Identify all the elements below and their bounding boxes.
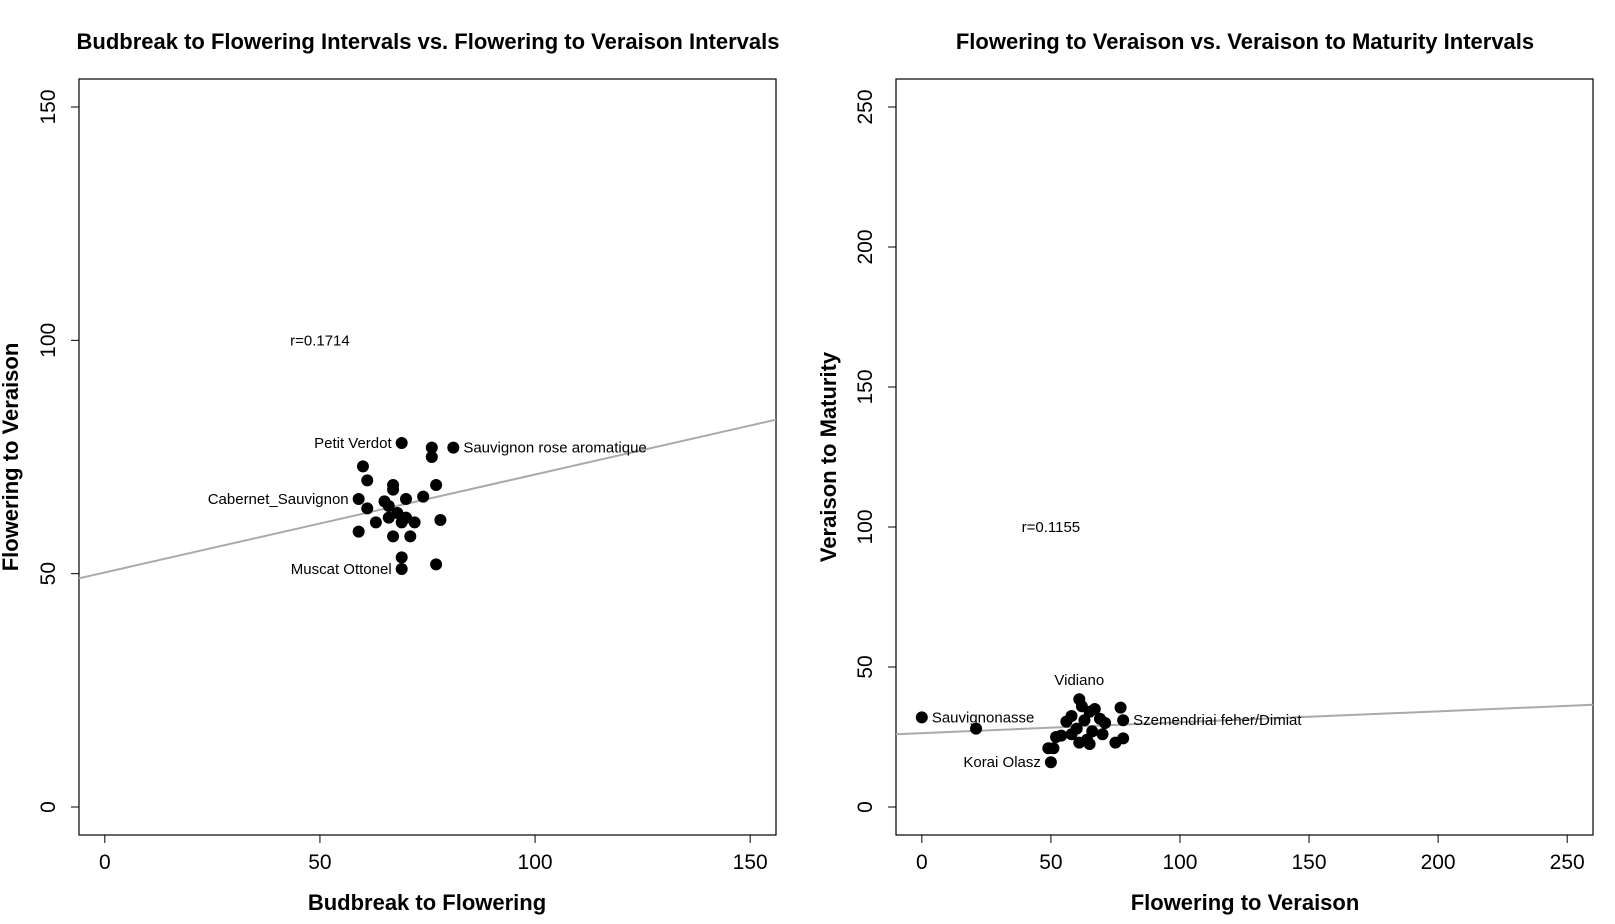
data-point [1073,736,1086,749]
x-tick-label: 100 [1162,851,1197,874]
data-point [430,479,443,491]
data-point [404,530,417,543]
data-point [447,441,460,454]
y-tick-label: 0 [37,801,60,813]
point-label: Korai Olasz [963,754,1041,771]
chart-title: Flowering to Veraison vs. Veraison to Ma… [956,29,1534,54]
data-point [395,437,408,449]
data-point [387,530,400,543]
y-tick-label: 100 [37,323,60,358]
data-point [395,516,408,529]
data-point [1114,701,1127,714]
point-labels-layer: Sauvignonasse Vidiano Szemendriai feher/Di… [932,672,1303,771]
y-tick-label: 0 [854,801,877,813]
data-point [430,558,443,571]
data-point [1117,732,1130,745]
data-point [1078,714,1091,727]
data-point [1096,728,1109,741]
correlation-label: r=0.1714 [290,332,350,349]
point-label: Vidiano [1054,672,1104,689]
point-label: Cabernet_Sauvignon [208,491,349,508]
x-tick-label: 0 [916,851,928,874]
point-label: Sauvignonasse [932,709,1035,726]
x-tick-label: 50 [1039,851,1062,874]
data-point [1044,756,1057,769]
data-point [915,711,928,724]
data-point [425,441,438,454]
y-axis-label: Veraison to Maturity [816,351,841,562]
data-point [1050,731,1063,743]
y-axis-label: Flowering to Veraison [0,343,23,572]
data-point [434,514,447,526]
plot-frame [895,78,1594,836]
points-layer [352,437,460,575]
data-point [361,474,374,487]
data-point [399,493,412,505]
x-tick-label: 200 [1421,851,1456,874]
chart-budbreak-vs-flowering: Budbreak to Flowering Intervals vs. Flow… [0,29,779,915]
data-point [382,511,395,524]
y-axis: 0 50 100 150 [37,89,79,813]
x-axis: 0 50 100 150 200 250 [916,835,1585,874]
data-point [352,525,365,538]
point-label: Muscat Ottonel [291,561,392,578]
data-point [1047,742,1060,755]
x-tick-label: 50 [308,851,331,874]
data-point [382,500,395,512]
x-tick-label: 0 [99,851,111,874]
chart-flowering-vs-veraison: Flowering to Veraison vs. Veraison to Ma… [816,29,1594,915]
data-point [425,451,438,463]
y-tick-label: 150 [37,89,60,124]
y-tick-label: 50 [37,562,60,585]
y-tick-label: 100 [854,509,877,544]
point-labels-layer: Petit Verdot Sauvignon rose aromatique Cab… [208,435,647,578]
x-axis: 0 50 100 150 [99,835,768,874]
y-tick-label: 200 [854,229,877,264]
point-label: Petit Verdot [314,435,392,452]
points-layer [915,693,1130,769]
x-axis-label: Budbreak to Flowering [308,890,546,915]
y-tick-label: 150 [854,369,877,404]
data-point [387,483,400,496]
data-point [1083,738,1096,750]
y-tick-label: 50 [854,655,877,678]
data-point [356,460,369,473]
data-point [369,516,382,529]
data-point [1088,703,1101,715]
data-point [1099,717,1112,729]
y-tick-label: 250 [854,89,877,124]
data-point [352,493,365,505]
data-point [417,490,430,503]
regression-line [895,703,1594,736]
data-point [408,516,421,529]
x-axis-label: Flowering to Veraison [1131,890,1360,915]
data-point [1065,728,1078,741]
data-point [395,551,408,564]
data-point [361,502,374,515]
y-axis: 0 50 100 150 200 250 [854,89,896,813]
plot-frame [78,78,777,836]
correlation-label: r=0.1155 [1022,519,1081,536]
data-point [395,563,408,575]
data-point [1060,715,1073,728]
chart-title: Budbreak to Flowering Intervals vs. Flow… [77,29,780,54]
data-point [1117,714,1130,727]
point-label: Sauvignon rose aromatique [463,440,646,457]
point-label: Szemendriai feher/Dimiat [1133,712,1302,729]
regression-line-layer [895,703,1594,736]
x-tick-label: 150 [733,851,768,874]
x-tick-label: 100 [518,851,553,874]
x-tick-label: 250 [1550,851,1585,874]
x-tick-label: 150 [1292,851,1327,874]
data-point [970,722,983,735]
